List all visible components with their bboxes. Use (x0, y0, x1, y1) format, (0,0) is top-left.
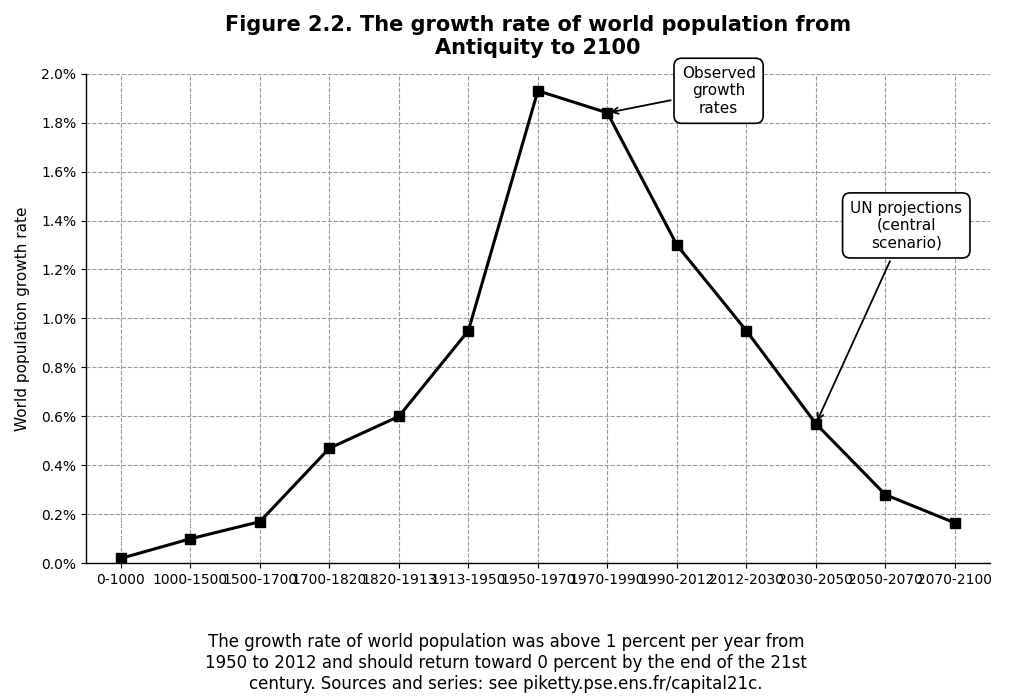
Title: Figure 2.2. The growth rate of world population from
Antiquity to 2100: Figure 2.2. The growth rate of world pop… (224, 15, 850, 58)
Text: The growth rate of world population was above 1 percent per year from
1950 to 20: The growth rate of world population was … (205, 634, 806, 693)
Text: UN projections
(central
scenario): UN projections (central scenario) (817, 200, 961, 419)
Y-axis label: World population growth rate: World population growth rate (15, 206, 30, 430)
Text: Observed
growth
rates: Observed growth rates (612, 66, 755, 116)
